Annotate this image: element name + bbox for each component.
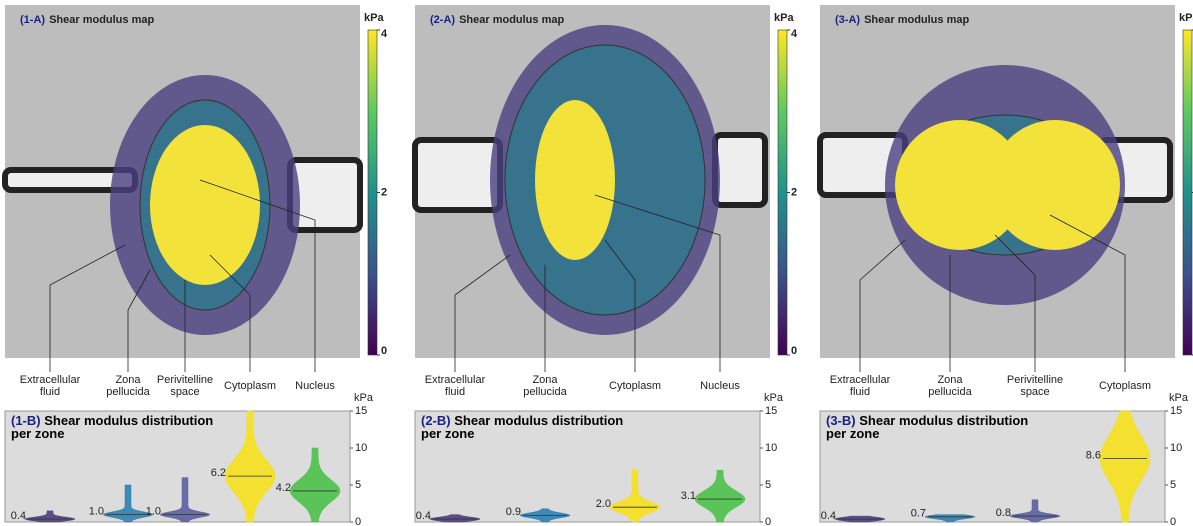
distribution-title: (1-B) Shear modulus distribution per zon… <box>11 414 226 440</box>
violin <box>224 410 276 523</box>
distribution-title-text: Shear modulus distribution per zone <box>11 413 214 441</box>
y-tick-label: 0 <box>1170 516 1176 526</box>
y-tick-label: 10 <box>1170 442 1182 454</box>
colorbar-tick-label: 2 <box>381 186 387 198</box>
zone-label: Perivitelline space <box>157 374 213 398</box>
y-tick-label: 5 <box>1170 479 1176 491</box>
colorbar-tick-label: 2 <box>791 186 797 198</box>
median-label: 2.0 <box>596 498 611 510</box>
y-tick-label: 0 <box>355 516 361 526</box>
leader-line <box>199 179 316 372</box>
zone-label: Cytoplasm <box>609 380 661 392</box>
y-tick-label: 15 <box>1170 405 1182 417</box>
median-label: 1.0 <box>146 506 161 518</box>
violin <box>609 469 661 523</box>
cytoplasm-map <box>895 120 1025 250</box>
pipette <box>712 132 768 208</box>
colorbar-unit: kPa <box>1179 12 1193 24</box>
map-title: (2-A) Shear modulus map <box>430 14 564 26</box>
leader-line <box>594 194 721 372</box>
median-label: 3.1 <box>681 490 696 502</box>
panel-label: (1-A) <box>20 14 45 26</box>
violin <box>1099 410 1151 523</box>
leader-line <box>209 254 251 372</box>
violin <box>102 484 154 523</box>
zone-label: Zona pellucida <box>106 374 150 398</box>
plot-area <box>4 410 351 523</box>
distribution-title: (2-B) Shear modulus distribution per zon… <box>421 414 636 440</box>
zone-label: Zona pellucida <box>523 374 567 398</box>
median-label: 0.4 <box>416 510 431 522</box>
violin <box>159 477 211 523</box>
panel-label: (3-A) <box>835 14 860 26</box>
colorbar-tick-label: 0 <box>791 345 797 357</box>
zone-label: Extracellular fluid <box>830 374 891 398</box>
median-label: 0.4 <box>821 510 836 522</box>
median-label: 4.2 <box>276 482 291 494</box>
leader-line <box>1049 214 1126 372</box>
zone-label: Cytoplasm <box>1099 380 1151 392</box>
y-tick-label: 15 <box>355 405 367 417</box>
panel-label: (1-B) <box>11 413 41 428</box>
violin <box>429 514 481 523</box>
zone-label: Cytoplasm <box>224 380 276 392</box>
cytoplasm-map <box>535 100 615 260</box>
zone-label: Nucleus <box>295 380 335 392</box>
zone-label: Perivitelline space <box>1007 374 1063 398</box>
colorbar <box>1182 29 1193 356</box>
cytoplasm-map <box>990 120 1120 250</box>
colorbar-tick-label: 0 <box>381 345 387 357</box>
y-tick-label: 10 <box>765 442 777 454</box>
colorbar <box>367 29 378 356</box>
distribution-title-text: Shear modulus distribution per zone <box>826 413 1029 441</box>
median-label: 0.9 <box>506 506 521 518</box>
y-tick-label: 5 <box>765 479 771 491</box>
panel-label: (3-B) <box>826 413 856 428</box>
distribution-title: (3-B) Shear modulus distribution per zon… <box>826 414 1041 440</box>
leader-line <box>859 239 906 372</box>
zone-label: Extracellular fluid <box>425 374 486 398</box>
y-tick-label: 10 <box>355 442 367 454</box>
pipette <box>287 157 363 233</box>
map-title-text: Shear modulus map <box>864 14 969 26</box>
colorbar <box>777 29 788 356</box>
zone-label: Zona pellucida <box>928 374 972 398</box>
zone-label: Nucleus <box>700 380 740 392</box>
colorbar-tick-label: 4 <box>381 28 388 40</box>
y-unit: kPa <box>764 392 784 404</box>
violin <box>289 447 341 523</box>
median-label: 0.8 <box>996 507 1011 519</box>
colorbar-unit: kPa <box>364 12 384 24</box>
panel-label: (2-B) <box>421 413 451 428</box>
zone-label: Extracellular fluid <box>20 374 81 398</box>
leader-line <box>604 239 636 372</box>
colorbar-unit: kPa <box>774 12 794 24</box>
median-label: 8.6 <box>1086 449 1101 461</box>
leader-line <box>454 254 511 372</box>
cytoplasm-map <box>150 125 260 285</box>
leader-line <box>994 234 1036 372</box>
panel-label: (2-A) <box>430 14 455 26</box>
pipette <box>412 137 503 213</box>
y-tick-label: 15 <box>765 405 777 417</box>
median-label: 0.4 <box>11 510 26 522</box>
colorbar-tick-label: 4 <box>791 28 798 40</box>
map-title: (1-A) Shear modulus map <box>20 14 154 26</box>
leader-line <box>49 244 126 372</box>
median-label: 1.0 <box>89 506 104 518</box>
map-title: (3-A) Shear modulus map <box>835 14 969 26</box>
y-tick-label: 5 <box>355 479 361 491</box>
map-title-text: Shear modulus map <box>459 14 564 26</box>
y-tick-label: 0 <box>765 516 771 526</box>
distribution-title-text: Shear modulus distribution per zone <box>421 413 624 441</box>
y-unit: kPa <box>1169 392 1189 404</box>
map-title-text: Shear modulus map <box>49 14 154 26</box>
y-unit: kPa <box>354 392 374 404</box>
leader-line <box>127 269 151 372</box>
median-label: 6.2 <box>211 467 226 479</box>
median-label: 0.7 <box>911 508 926 520</box>
violin <box>694 469 746 523</box>
